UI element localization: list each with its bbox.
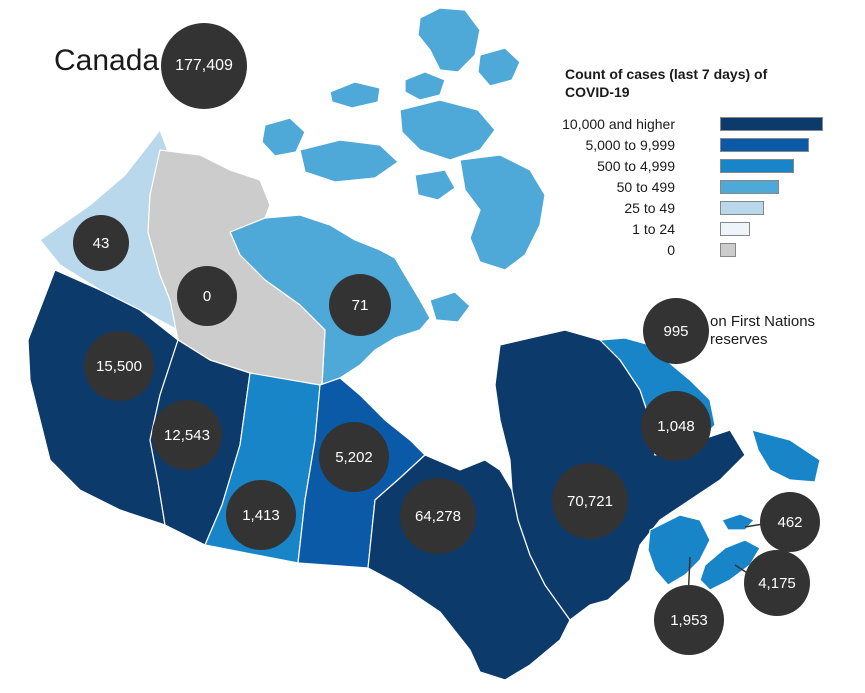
first-nations-label-line1: on First Nations	[710, 313, 816, 330]
legend-title: Count of cases (last 7 days) of COVID-19	[565, 66, 768, 100]
region-northwest-territories[interactable]	[147, 149, 326, 386]
legend-swatch	[720, 138, 809, 152]
country-total-bubble: 177,409	[161, 23, 247, 109]
legend-label: 0	[667, 242, 675, 258]
legend-item-6: 0	[560, 241, 830, 259]
first-nations-bubble: 995	[643, 298, 709, 364]
region-new-brunswick[interactable]	[647, 514, 711, 586]
region-nunavut[interactable]	[229, 7, 546, 386]
legend-label: 50 to 499	[616, 179, 675, 195]
first-nations-label: on First Nations reserves	[710, 313, 815, 349]
legend-item-3: 50 to 499	[560, 178, 830, 196]
legend-item-5: 1 to 24	[560, 220, 830, 238]
legend-item-0: 10,000 and higher	[560, 115, 830, 133]
value-bubble-prince-edward-island: 462	[760, 492, 820, 552]
country-name: Canada	[54, 44, 160, 77]
value-bubble-alberta: 12,543	[152, 400, 222, 470]
legend-swatch	[720, 159, 794, 173]
legend-swatch	[720, 243, 736, 257]
value-bubble-british-columbia: 15,500	[84, 331, 154, 401]
legend-label: 1 to 24	[632, 221, 675, 237]
value-bubble-nova-scotia: 4,175	[744, 550, 810, 616]
value-bubble-new-brunswick: 1,953	[654, 585, 724, 655]
legend-swatch	[720, 180, 779, 194]
value-bubble-manitoba: 5,202	[319, 422, 389, 492]
legend-item-4: 25 to 49	[560, 199, 830, 217]
value-bubble-ontario: 64,278	[400, 478, 476, 554]
value-bubble-newfoundland-and-labrador: 1,048	[641, 391, 711, 461]
value-bubble-northwest-territories: 0	[177, 266, 237, 326]
legend-swatch	[720, 117, 823, 131]
legend-label: 25 to 49	[624, 200, 675, 216]
legend-label: 10,000 and higher	[562, 116, 675, 132]
first-nations-label-line2: reserves	[710, 331, 768, 348]
legend-swatch	[720, 201, 764, 215]
value-bubble-quebec: 70,721	[552, 463, 628, 539]
region-prince-edward-island[interactable]	[721, 513, 755, 531]
value-bubble-nunavut: 71	[329, 274, 391, 336]
legend-swatch	[720, 222, 750, 236]
value-bubble-yukon: 43	[73, 215, 129, 271]
legend-label: 500 to 4,999	[597, 158, 675, 174]
legend-item-1: 5,000 to 9,999	[560, 136, 830, 154]
value-bubble-saskatchewan: 1,413	[226, 480, 296, 550]
legend-item-2: 500 to 4,999	[560, 157, 830, 175]
legend-label: 5,000 to 9,999	[585, 137, 675, 153]
